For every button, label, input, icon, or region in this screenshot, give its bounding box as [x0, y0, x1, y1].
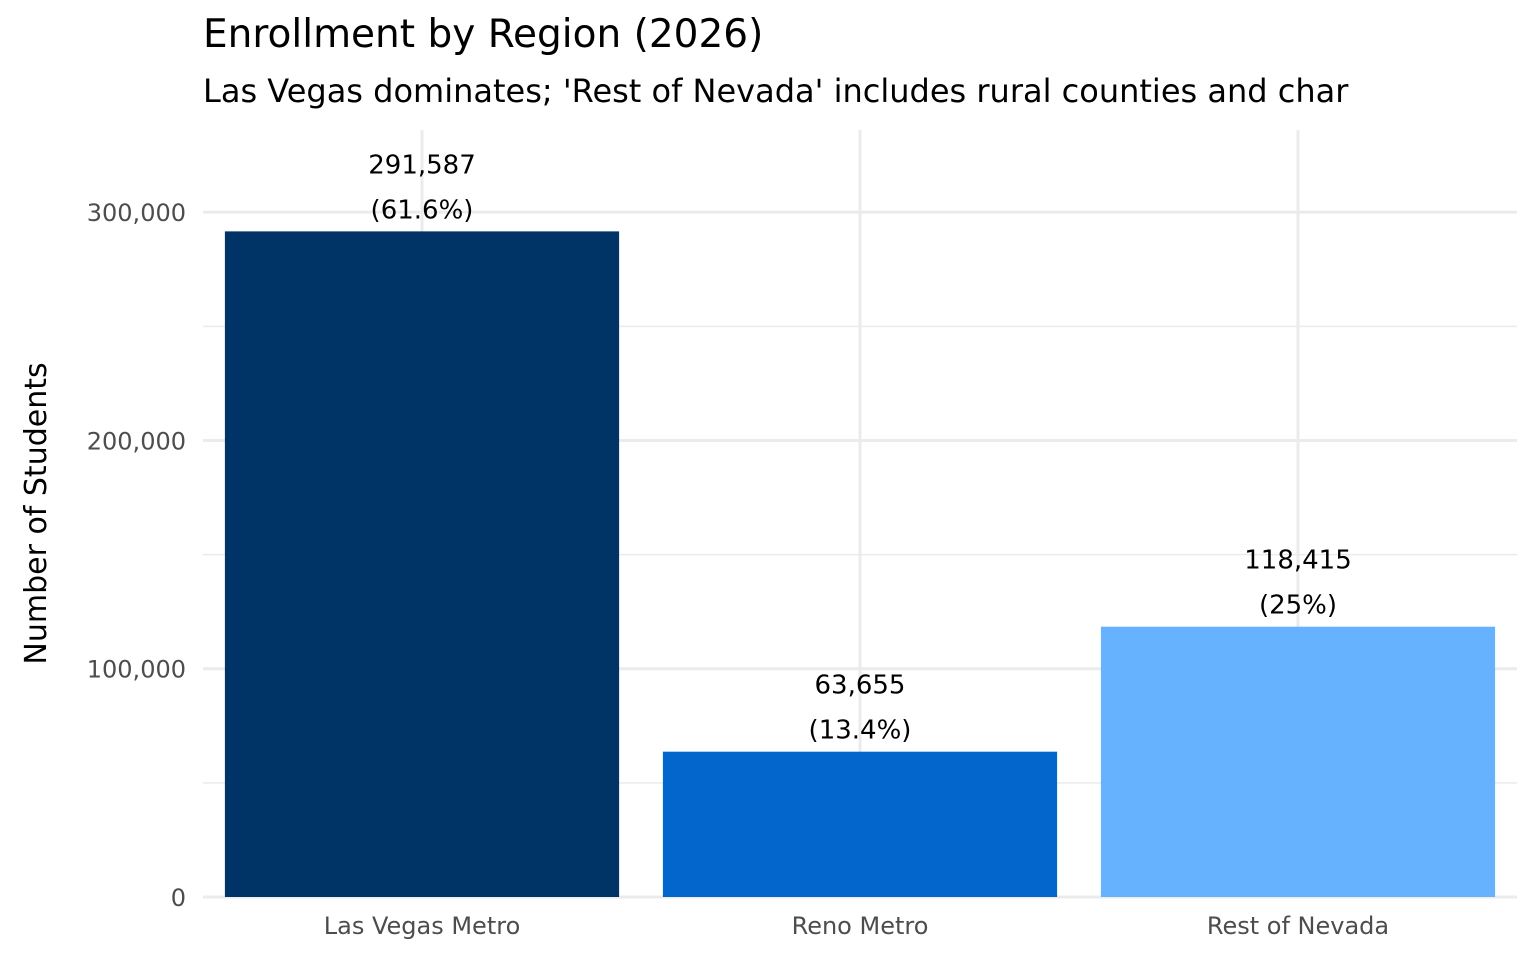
chart-subtitle: Las Vegas dominates; 'Rest of Nevada' in… — [203, 72, 1349, 110]
y-axis-title: Number of Students — [19, 362, 54, 664]
y-tick-label: 0 — [171, 884, 186, 912]
y-tick-label: 100,000 — [87, 656, 186, 684]
data-label-value: 118,415 — [1244, 546, 1352, 576]
bar-las-vegas-metro — [224, 231, 620, 897]
y-tick-label: 300,000 — [87, 199, 186, 227]
bar-reno-metro — [662, 751, 1058, 897]
x-tick-label: Rest of Nevada — [1207, 912, 1389, 940]
data-label-percent: (13.4%) — [809, 716, 912, 746]
data-label-value: 63,655 — [815, 671, 906, 701]
bar-rest-of-nevada — [1100, 626, 1496, 897]
data-label-percent: (25%) — [1259, 591, 1337, 621]
data-label-value: 291,587 — [368, 150, 476, 180]
data-label-percent: (61.6%) — [371, 195, 474, 225]
y-tick-label: 200,000 — [87, 427, 186, 455]
chart-title: Enrollment by Region (2026) — [203, 12, 764, 57]
x-tick-label: Las Vegas Metro — [324, 912, 521, 940]
x-tick-label: Reno Metro — [792, 912, 929, 940]
